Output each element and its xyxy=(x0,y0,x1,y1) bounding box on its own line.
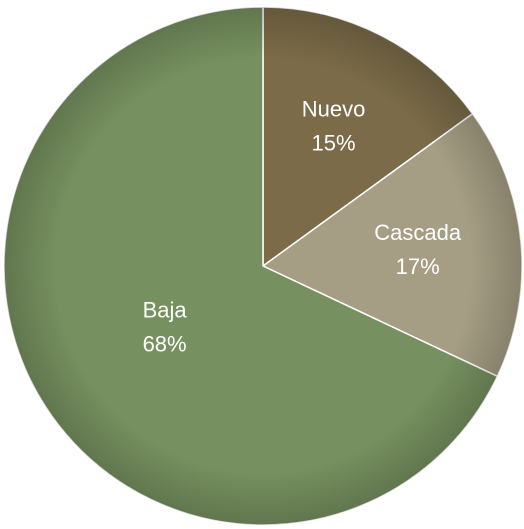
slice-value-label: 17% xyxy=(396,254,440,279)
slice-value-label: 15% xyxy=(312,130,356,155)
slice-label: Nuevo xyxy=(302,96,366,121)
slice-label: Cascada xyxy=(374,220,462,245)
slice-label: Baja xyxy=(143,297,188,322)
slice-value-label: 68% xyxy=(143,331,187,356)
